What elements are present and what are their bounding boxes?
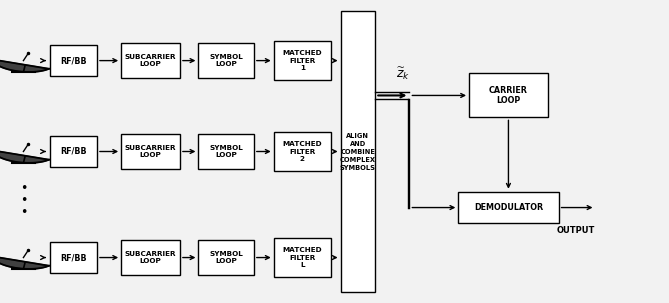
Bar [341, 11, 375, 292]
Text: •: • [19, 182, 27, 195]
Text: RF/BB: RF/BB [60, 253, 87, 262]
Text: SYMBOL
LOOP: SYMBOL LOOP [209, 251, 243, 264]
Polygon shape [0, 256, 49, 269]
Bar [50, 136, 97, 167]
Text: SYMBOL
LOOP: SYMBOL LOOP [209, 145, 243, 158]
Text: CARRIER
LOOP: CARRIER LOOP [489, 85, 528, 105]
Bar [121, 43, 180, 78]
Text: RF/BB: RF/BB [60, 56, 87, 65]
Polygon shape [0, 59, 49, 72]
Bar [121, 134, 180, 169]
Text: SYMBOL
LOOP: SYMBOL LOOP [209, 54, 243, 67]
Bar [199, 134, 254, 169]
Bar [199, 240, 254, 275]
Text: •: • [19, 206, 27, 219]
Text: SUBCARRIER
LOOP: SUBCARRIER LOOP [125, 54, 176, 67]
Bar [458, 191, 559, 224]
Bar [50, 242, 97, 273]
Text: DEMODULATOR: DEMODULATOR [474, 203, 543, 212]
Text: SUBCARRIER
LOOP: SUBCARRIER LOOP [125, 145, 176, 158]
Bar [199, 43, 254, 78]
Text: MATCHED
FILTER
L: MATCHED FILTER L [282, 247, 322, 268]
Bar [274, 238, 331, 277]
Text: SUBCARRIER
LOOP: SUBCARRIER LOOP [125, 251, 176, 264]
Text: MATCHED
FILTER
2: MATCHED FILTER 2 [282, 141, 322, 162]
Text: OUTPUT: OUTPUT [556, 226, 595, 235]
Bar [50, 45, 97, 76]
Text: RF/BB: RF/BB [60, 147, 87, 156]
Text: •: • [19, 194, 27, 207]
Text: ALIGN
AND
COMBINE
COMPLEX
SYMBOLS: ALIGN AND COMBINE COMPLEX SYMBOLS [340, 132, 376, 171]
Bar [274, 132, 331, 171]
Text: $\widetilde{z}_k$: $\widetilde{z}_k$ [395, 66, 410, 82]
Bar [274, 41, 331, 80]
Bar [121, 240, 180, 275]
Polygon shape [0, 150, 49, 163]
Bar [469, 73, 548, 117]
Text: MATCHED
FILTER
1: MATCHED FILTER 1 [282, 50, 322, 71]
